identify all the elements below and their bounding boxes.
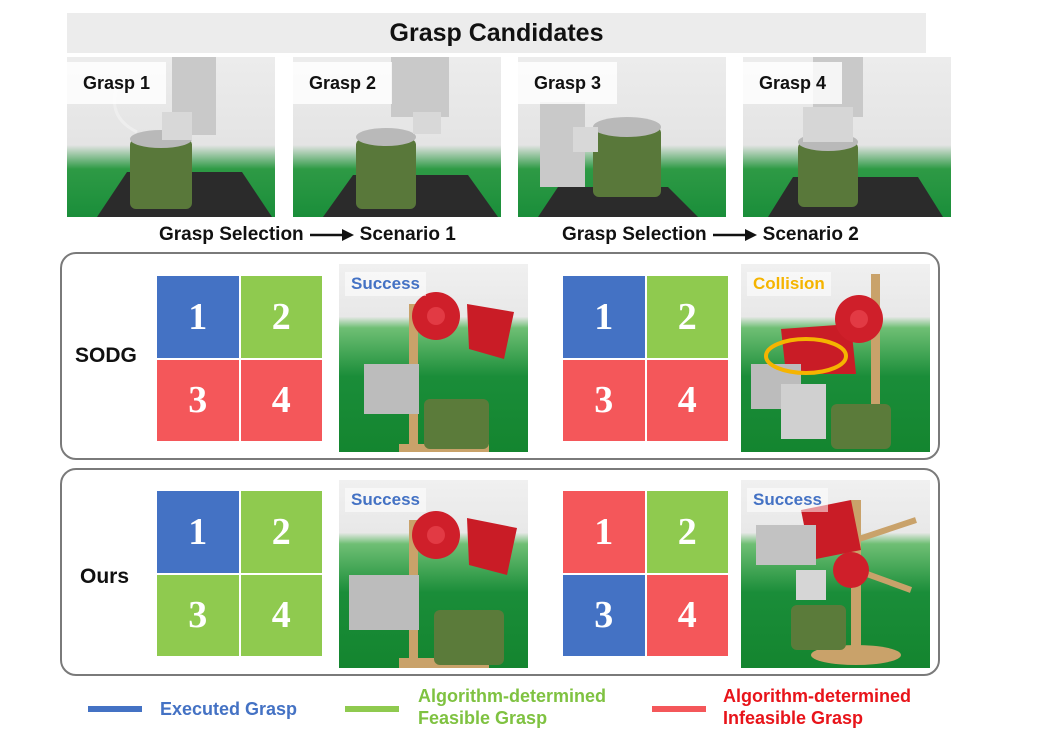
sodg-scenario-1-grid: 1 2 3 4 — [157, 276, 322, 441]
legend-infeasible-swatch — [652, 706, 706, 712]
grasp-candidate-1: Grasp 1 — [67, 57, 275, 217]
scenario-1-photo — [364, 292, 514, 452]
scenario-2-caption: Grasp Selection Scenario 2 — [562, 224, 859, 246]
grasp-2-label: Grasp 2 — [293, 62, 393, 104]
sodg-scenario-2-grid: 1 2 3 4 — [563, 276, 728, 441]
arrow-right-icon — [309, 229, 354, 241]
grid-cell-4: 4 — [646, 574, 728, 656]
legend-feasible-label: Algorithm-determined Feasible Grasp — [418, 685, 606, 729]
legend-feasible-swatch — [345, 706, 399, 712]
grid-cell-1: 1 — [157, 276, 239, 358]
grasp-2-photo — [323, 57, 498, 217]
scenario-1-target-label: Scenario 1 — [359, 224, 456, 245]
ours-method-label: Ours — [80, 565, 130, 588]
ours-scenario-2-result-photo: Success — [741, 480, 930, 668]
sodg-scenario-1-result-label: Success — [345, 272, 426, 296]
sodg-method-label: SODG — [75, 344, 137, 367]
scenario-2-target-label: Scenario 2 — [762, 224, 859, 245]
grid-cell-2: 2 — [240, 491, 322, 573]
grasp-candidate-3: Grasp 3 — [518, 57, 726, 217]
scenario-1-photo — [349, 511, 517, 668]
scenario-1-selection-label: Grasp Selection — [159, 224, 304, 245]
grasp-1-label: Grasp 1 — [67, 62, 167, 104]
grid-cell-4: 4 — [646, 359, 728, 441]
legend-infeasible-label: Algorithm-determined Infeasible Grasp — [723, 685, 911, 729]
grasp-4-label: Grasp 4 — [743, 62, 843, 104]
grasp-candidate-4: Grasp 4 — [743, 57, 951, 217]
sodg-scenario-1-result-photo: Success — [339, 264, 528, 452]
grid-cell-3: 3 — [563, 359, 645, 441]
grid-cell-3: 3 — [563, 574, 645, 656]
ours-scenario-2-grid: 1 2 3 4 — [563, 491, 728, 656]
grasp-candidate-2: Grasp 2 — [293, 57, 501, 217]
scenario-2-photo — [756, 500, 917, 665]
ours-scenario-1-grid: 1 2 3 4 — [157, 491, 322, 656]
grid-cell-1: 1 — [563, 491, 645, 573]
ours-scenario-1-result-photo: Success — [339, 480, 528, 668]
collision-ring-icon — [764, 337, 848, 375]
scenario-1-caption: Grasp Selection Scenario 1 — [159, 224, 456, 246]
grid-cell-2: 2 — [646, 276, 728, 358]
legend-feasible-line2: Feasible Grasp — [418, 708, 548, 728]
ours-scenario-2-result-label: Success — [747, 488, 828, 512]
grid-cell-1: 1 — [563, 276, 645, 358]
grid-cell-3: 3 — [157, 574, 239, 656]
scenario-2-selection-label: Grasp Selection — [562, 224, 707, 245]
legend-executed-label: Executed Grasp — [160, 699, 298, 719]
legend-executed-swatch — [88, 706, 142, 712]
legend-infeasible-line1: Algorithm-determined — [723, 686, 912, 706]
grid-cell-4: 4 — [240, 574, 322, 656]
sodg-scenario-2-result-photo: Collision — [741, 264, 930, 452]
grid-cell-1: 1 — [157, 491, 239, 573]
arrow-right-icon — [712, 229, 757, 241]
grid-cell-2: 2 — [240, 276, 322, 358]
grid-cell-3: 3 — [157, 359, 239, 441]
header-title: Grasp Candidates — [67, 13, 926, 53]
scenario-2-photo — [751, 274, 891, 449]
grasp-3-label: Grasp 3 — [518, 62, 618, 104]
ours-scenario-1-result-label: Success — [345, 488, 426, 512]
legend-infeasible-line2: Infeasible Grasp — [723, 708, 864, 728]
grid-cell-4: 4 — [240, 359, 322, 441]
grasp-3-photo — [538, 102, 698, 217]
sodg-scenario-2-result-label: Collision — [747, 272, 831, 296]
legend-feasible-line1: Algorithm-determined — [418, 686, 607, 706]
grid-cell-2: 2 — [646, 491, 728, 573]
